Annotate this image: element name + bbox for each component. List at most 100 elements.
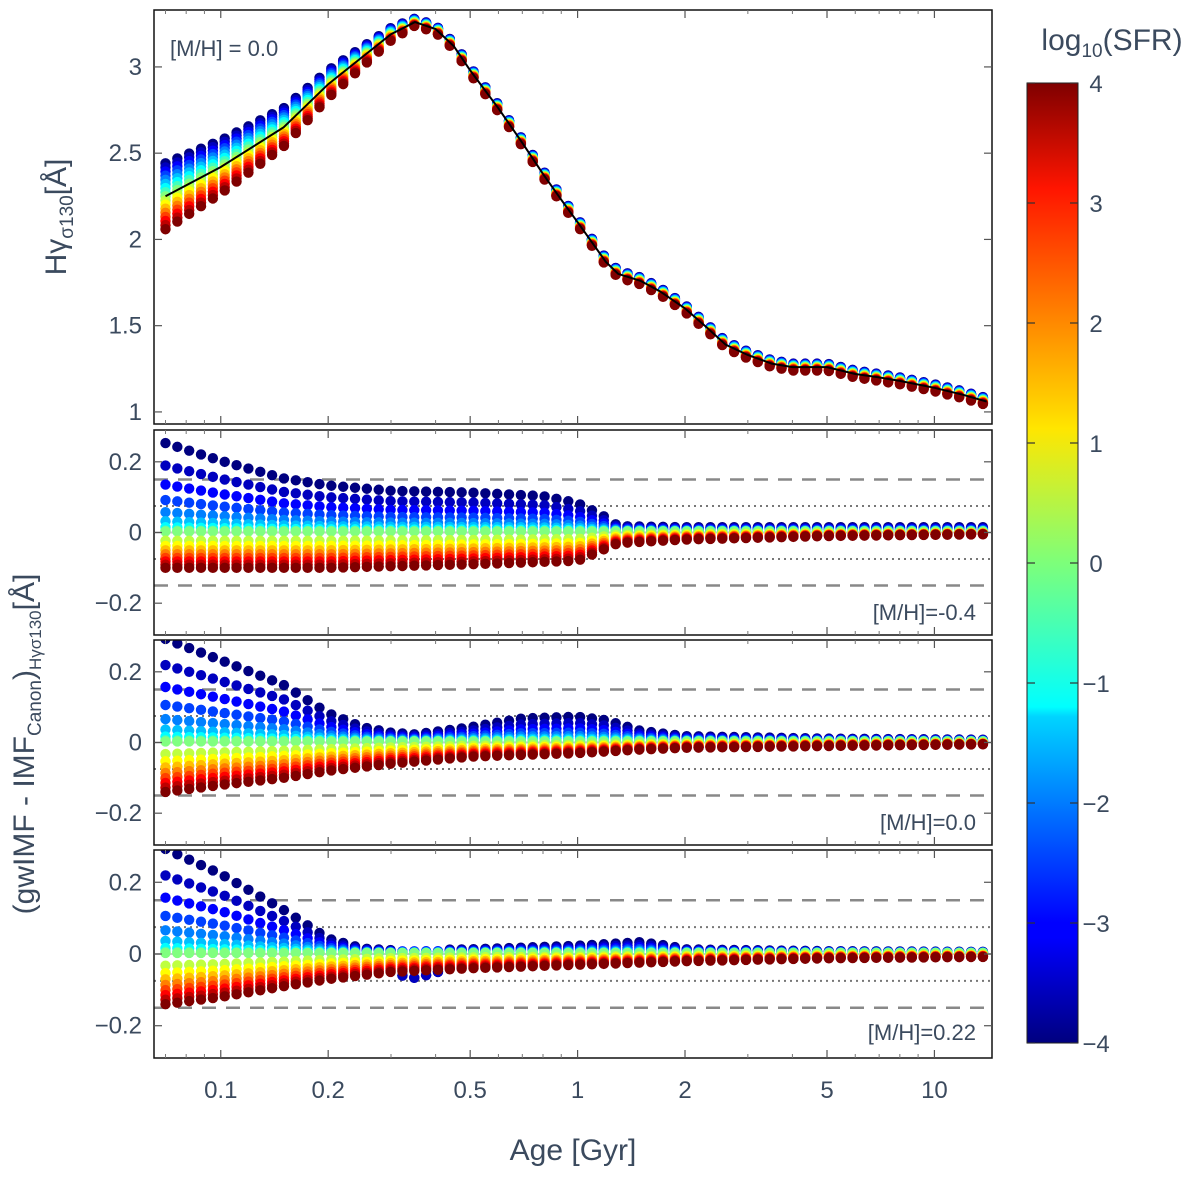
diff-point: [231, 491, 242, 502]
diff-point: [918, 529, 929, 541]
diff-point: [243, 562, 254, 574]
diff-point: [800, 741, 811, 752]
diff-point: [574, 747, 586, 759]
diff-point: [183, 783, 195, 795]
diff-point: [503, 526, 515, 537]
diff-point: [515, 526, 527, 537]
top-ytick-label-1: 1.5: [109, 313, 142, 340]
diff-point: [302, 500, 313, 511]
diff-point: [183, 562, 195, 574]
diff-point: [337, 972, 349, 983]
diff-point: [266, 773, 278, 785]
diff-point: [314, 501, 325, 512]
diff-point: [906, 529, 918, 541]
diff-point: [183, 736, 195, 747]
diff-point: [290, 979, 301, 990]
diff-point: [255, 927, 266, 939]
top-point: [243, 167, 254, 178]
diff-point: [172, 496, 183, 507]
diff-point: [243, 526, 254, 537]
diff-point: [290, 488, 301, 499]
diff-point: [326, 501, 337, 513]
top-point: [337, 78, 349, 90]
diff-point: [183, 642, 195, 654]
diff-panel-2-plot-area: [154, 640, 992, 798]
diff-point: [172, 895, 183, 906]
diff-point: [302, 977, 313, 988]
diff-point: [207, 903, 219, 915]
diff-point: [266, 898, 278, 909]
diff-point: [942, 529, 953, 540]
diff-point: [172, 507, 183, 519]
diff-point: [207, 992, 219, 1004]
diff-point: [740, 532, 752, 544]
diff-point: [420, 526, 432, 537]
diff-point: [385, 758, 396, 769]
diff-point: [705, 533, 716, 545]
diff-point: [563, 496, 574, 507]
diff-point: [456, 487, 467, 498]
top-point: [598, 257, 610, 268]
diff-point: [195, 689, 207, 700]
diff-point: [231, 680, 242, 691]
diff-point: [160, 494, 171, 506]
top-point: [693, 318, 704, 329]
diff-point: [432, 559, 444, 571]
diff-point: [172, 736, 183, 747]
diff-point: [172, 640, 183, 649]
diff-point: [255, 481, 266, 493]
diff-point: [349, 493, 361, 505]
diff-point: [788, 741, 799, 752]
diff-point: [314, 975, 325, 986]
diff-point: [314, 490, 325, 502]
diff-point: [231, 932, 242, 943]
diff-point: [255, 670, 266, 681]
diff-point: [598, 544, 610, 555]
diff-point: [172, 912, 183, 924]
diff-point: [266, 506, 278, 517]
diff-point: [219, 562, 230, 574]
diff-point: [657, 956, 669, 968]
diff-point: [847, 530, 858, 541]
diff-point: [361, 494, 373, 505]
top-point: [515, 139, 527, 150]
diff-point: [195, 449, 207, 460]
diff-point: [255, 494, 266, 505]
diff-panel-2-ytick-label-2: −0.2: [95, 800, 142, 827]
diff-point: [278, 716, 290, 727]
diff-point: [551, 748, 562, 759]
diff-point: [515, 489, 527, 501]
diff-point: [231, 895, 242, 907]
top-point: [361, 57, 373, 68]
diff-point: [278, 904, 290, 916]
diff-panel-solar: 0.20−0.2: [95, 639, 993, 846]
top-point: [610, 269, 621, 281]
diff-point: [444, 964, 456, 975]
diff-point: [871, 530, 882, 541]
diff-panel-1-ytick-label-2: −0.2: [95, 590, 142, 617]
diff-point: [207, 500, 219, 511]
diff-point: [349, 561, 361, 573]
diff-point: [326, 562, 337, 573]
top-point: [574, 223, 586, 235]
diff-point: [183, 686, 195, 698]
diff-point: [539, 960, 550, 972]
diff-point: [183, 715, 195, 727]
diff-point: [527, 961, 538, 972]
diff-point: [385, 966, 396, 978]
diff-point: [693, 955, 704, 967]
diff-point: [503, 557, 515, 569]
diff-point: [776, 954, 787, 965]
diff-point: [397, 966, 408, 977]
diff-point: [231, 736, 242, 747]
diff-point: [183, 927, 195, 938]
diff-point: [266, 983, 278, 994]
diff-point: [183, 878, 195, 889]
diff-point: [219, 779, 230, 790]
diff-point: [503, 498, 515, 510]
diff-point: [183, 854, 195, 865]
diff-point: [776, 741, 787, 752]
diff-point: [255, 905, 266, 917]
diff-point: [290, 912, 301, 923]
diff-point: [871, 952, 882, 964]
